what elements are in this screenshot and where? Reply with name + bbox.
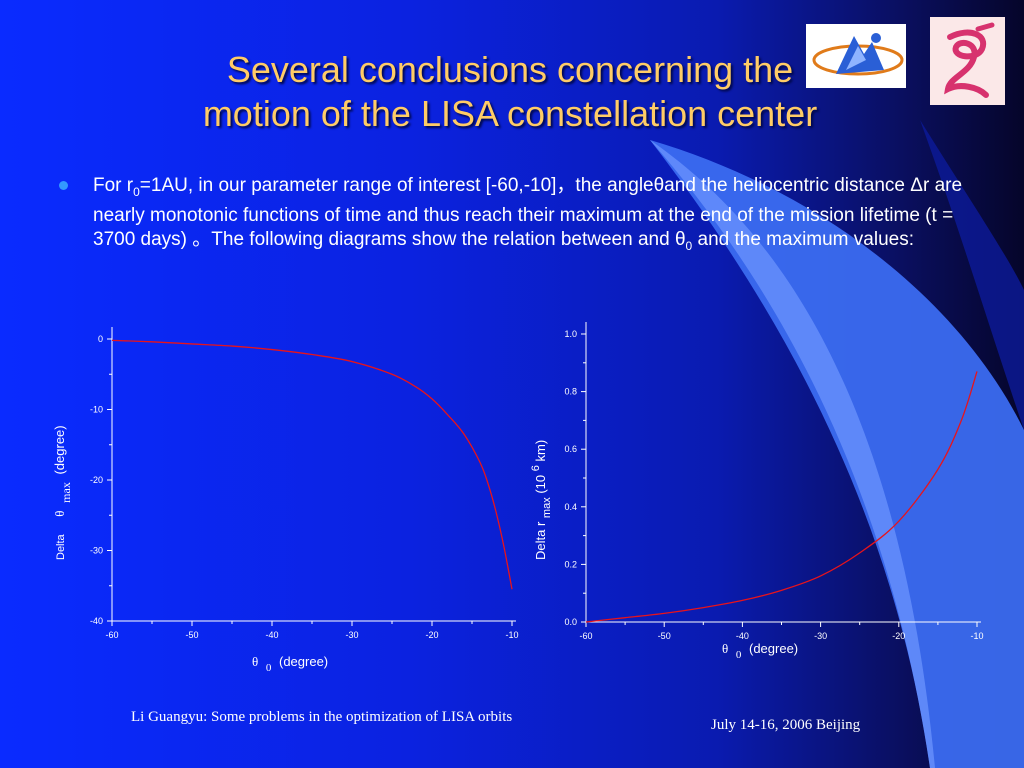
chart2-xlabel: θ 0 (degree) xyxy=(722,641,798,661)
chart2-y-tick-label: 1.0 xyxy=(564,329,577,339)
chart1-x-tick-label: -10 xyxy=(505,630,518,640)
chart2-x-tick-label: -60 xyxy=(579,631,592,641)
chart1-x-tick-label: -60 xyxy=(105,630,118,640)
logo-right-graphic xyxy=(944,22,995,98)
chart1-y-tick-label: -10 xyxy=(90,405,103,415)
chart1-xlabel: θ 0 (degree) xyxy=(252,654,328,674)
chart2-x-tick-label: -50 xyxy=(658,631,671,641)
logo-left xyxy=(806,24,906,88)
chart2-y-tick-label: 0.6 xyxy=(564,444,577,454)
chart1-y-tick-label: -30 xyxy=(90,546,103,556)
chart1-x-tick-label: -20 xyxy=(425,630,438,640)
chart2-x-tick-label: -30 xyxy=(814,631,827,641)
title-line-1: Several conclusions concerning the xyxy=(226,49,794,90)
chart2-ylabel: Delta r max (10 6 km) xyxy=(527,440,553,560)
logo-left-graphic xyxy=(812,33,904,76)
chart1-y-tick-label: -40 xyxy=(90,616,103,626)
chart1-x-tick-label: -30 xyxy=(345,630,358,640)
footer-date-location: July 14-16, 2006 Beijing xyxy=(711,717,861,733)
title-line-2: motion of the LISA constellation center xyxy=(202,93,818,134)
chart2-y-tick-label: 0.4 xyxy=(564,502,577,512)
chart2-x-tick-label: -40 xyxy=(736,631,749,641)
chart1-x-tick-label: -40 xyxy=(265,630,278,640)
chart2-x-tick-label: -20 xyxy=(892,631,905,641)
delta-r-max-curve xyxy=(585,371,978,623)
footer-author: Li Guangyu: Some problems in the optimiz… xyxy=(131,709,513,725)
bullet-text: For r0=1AU, in our parameter range of in… xyxy=(93,175,963,253)
chart2-y-tick-label: 0.8 xyxy=(564,387,577,397)
chart1-y-tick-label: -20 xyxy=(90,475,103,485)
chart1-x-tick-label: -50 xyxy=(185,630,198,640)
chart1-y-tick-label: 0 xyxy=(98,334,103,344)
chart1-ylabel: Delta θ max (degree) xyxy=(52,425,73,560)
logo-right xyxy=(930,17,1005,105)
slide-title: Several conclusions concerning the motio… xyxy=(60,48,960,136)
theta-max-curve xyxy=(111,339,513,590)
chart2-y-tick-label: 0.2 xyxy=(564,559,577,569)
chart2-x-tick-label: -10 xyxy=(970,631,983,641)
chart2-y-tick-label: 0.0 xyxy=(564,617,577,627)
bullet-icon xyxy=(59,181,68,190)
